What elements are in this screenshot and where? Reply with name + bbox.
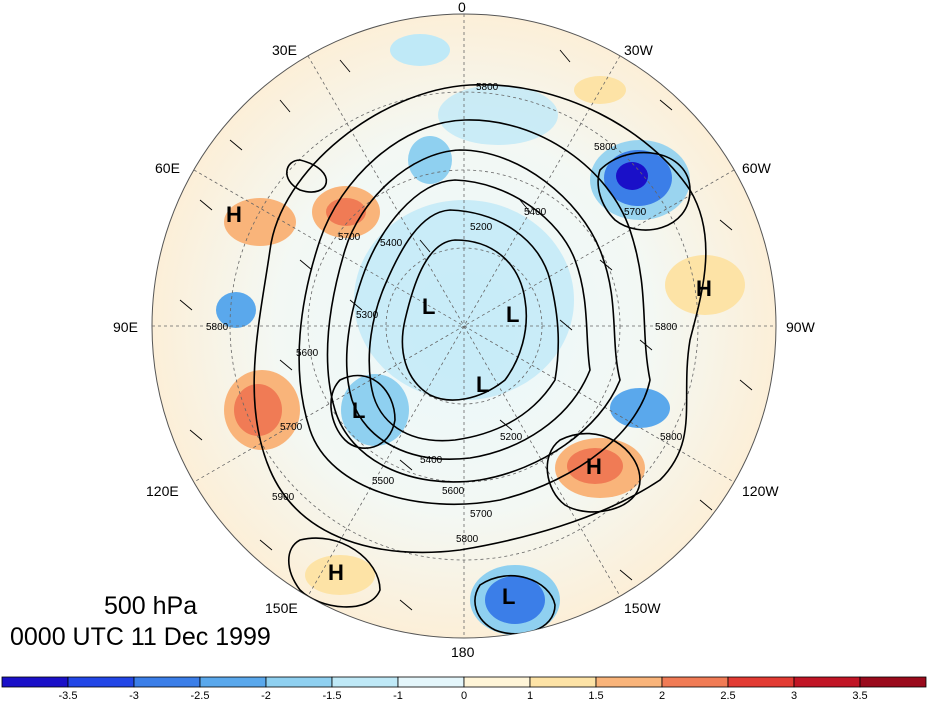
low-pressure-center: L xyxy=(502,584,515,609)
contour-label: 5400 xyxy=(420,455,443,466)
lon-label-60e: 60E xyxy=(155,160,180,176)
polar-stereographic-map: 5800 5800 5700 5800 5800 5700 5600 5500 … xyxy=(113,0,816,660)
colorbar-box xyxy=(133,676,201,688)
contour-label: 5500 xyxy=(372,476,395,487)
colorbar-tick-label: 1.5 xyxy=(588,690,603,702)
colorbar-boxes xyxy=(1,676,927,688)
low-pressure-center: L xyxy=(506,302,519,327)
colorbar-tick-label: 1 xyxy=(527,690,533,702)
colorbar-tick-label: 3 xyxy=(791,690,797,702)
contour-label: 5800 xyxy=(456,534,479,545)
contour-label: 5600 xyxy=(296,348,319,359)
colorbar-box xyxy=(727,676,795,688)
colorbar-box xyxy=(397,676,465,688)
wind-barbs xyxy=(179,49,753,611)
contour-label: 5900 xyxy=(272,492,295,503)
contour-label: 5700 xyxy=(338,232,361,243)
high-pressure-center: H xyxy=(696,276,712,301)
contour-label: 5200 xyxy=(470,222,493,233)
colorbar-box xyxy=(67,676,135,688)
contour-label: 5700 xyxy=(280,422,303,433)
contour-label: 5700 xyxy=(624,207,647,218)
contour-label: 5800 xyxy=(206,322,229,333)
colorbar-tick-label: -3 xyxy=(129,690,139,702)
contour-labels: 5800 5800 5700 5800 5800 5700 5600 5500 … xyxy=(206,82,683,545)
colorbar-box xyxy=(661,676,729,688)
lon-label-60w: 60W xyxy=(742,160,772,176)
lon-label-150w: 150W xyxy=(624,600,661,616)
colorbar-box xyxy=(265,676,333,688)
colorbar: -3.5 -3 -2.5 -2 -1.5 -1 0 1 1.5 2 2.5 3 3.5 xyxy=(1,676,927,702)
contour-label: 5300 xyxy=(356,310,379,321)
colorbar-tick-label: 2 xyxy=(659,690,665,702)
low-pressure-center: L xyxy=(422,294,435,319)
low-pressure-center: L xyxy=(476,372,489,397)
lon-label-180: 180 xyxy=(451,644,475,660)
colorbar-box xyxy=(595,676,663,688)
contour-label: 5800 xyxy=(594,142,617,153)
colorbar-tick-label: 2.5 xyxy=(720,690,735,702)
graticule xyxy=(152,14,776,638)
lon-label-90e: 90E xyxy=(113,319,138,335)
map-title-level: 500 hPa xyxy=(104,592,198,620)
contour-label: 5400 xyxy=(524,207,547,218)
colorbar-box xyxy=(199,676,267,688)
high-pressure-center: H xyxy=(586,454,602,479)
colorbar-tick-label: -2 xyxy=(261,690,271,702)
pressure-centers: H H H H L L L L L xyxy=(226,202,712,609)
colorbar-box xyxy=(859,676,927,688)
colorbar-labels: -3.5 -3 -2.5 -2 -1.5 -1 0 1 1.5 2 2.5 3 3.5 xyxy=(59,690,868,702)
lon-label-90w: 90W xyxy=(786,319,816,335)
longitude-labels: 0 30W 60W 90W 120W 150W 180 150E 120E 90… xyxy=(113,0,816,660)
colorbar-tick-label: 0 xyxy=(461,690,467,702)
colorbar-box xyxy=(529,676,597,688)
contour-label: 5800 xyxy=(660,432,683,443)
lon-label-0: 0 xyxy=(458,0,466,15)
lon-label-150e: 150E xyxy=(265,600,298,616)
height-contours xyxy=(253,83,707,635)
colorbar-box xyxy=(1,676,69,688)
lon-label-120e: 120E xyxy=(146,483,179,499)
colorbar-tick-label: -3.5 xyxy=(59,690,78,702)
colorbar-tick-label: -2.5 xyxy=(191,690,210,702)
colorbar-tick-label: -1.5 xyxy=(323,690,342,702)
colorbar-box xyxy=(463,676,531,688)
contour-label: 5800 xyxy=(655,322,678,333)
high-pressure-center: H xyxy=(328,560,344,585)
colorbar-box xyxy=(793,676,861,688)
lon-label-120w: 120W xyxy=(742,483,779,499)
lon-label-30e: 30E xyxy=(272,42,297,58)
contour-label: 5200 xyxy=(500,432,523,443)
lon-label-30w: 30W xyxy=(624,42,654,58)
contour-label: 5700 xyxy=(470,509,493,520)
low-pressure-center: L xyxy=(352,398,365,423)
contour-label: 5400 xyxy=(380,238,403,249)
contour-label: 5600 xyxy=(442,486,465,497)
colorbar-tick-label: -1 xyxy=(393,690,403,702)
contour-label: 5800 xyxy=(476,82,499,93)
colorbar-box xyxy=(331,676,399,688)
colorbar-tick-label: 3.5 xyxy=(852,690,867,702)
high-pressure-center: H xyxy=(226,202,242,227)
map-title-time: 0000 UTC 11 Dec 1999 xyxy=(10,623,271,651)
anomaly-shading xyxy=(216,34,745,635)
